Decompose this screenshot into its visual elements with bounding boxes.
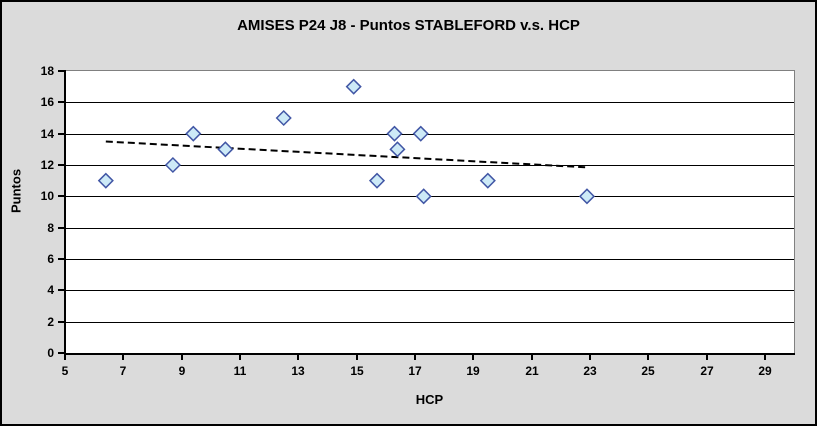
data-point [415, 188, 432, 205]
y-tick-label: 8 [47, 221, 54, 235]
y-tick [58, 195, 65, 197]
data-point [185, 125, 202, 142]
x-tick [589, 353, 591, 360]
x-tick-label: 25 [641, 364, 655, 378]
y-tick-label: 12 [41, 158, 55, 172]
data-point [578, 188, 596, 205]
x-tick [472, 353, 474, 360]
x-tick [706, 353, 708, 360]
x-tick-label: 23 [583, 364, 597, 378]
plot-area [65, 71, 794, 353]
y-tick-label: 0 [47, 346, 54, 360]
x-tick-label: 5 [62, 364, 69, 378]
y-tick [58, 164, 65, 166]
data-point [345, 78, 362, 95]
x-tick [239, 353, 241, 360]
data-point [389, 141, 406, 158]
x-tick [297, 353, 299, 360]
x-tick [181, 353, 183, 360]
x-tick-label: 11 [234, 364, 247, 378]
x-tick [647, 353, 649, 360]
y-tick-label: 18 [41, 64, 55, 78]
x-tick [122, 353, 124, 360]
data-point [217, 141, 234, 158]
x-tick-label: 15 [350, 364, 364, 378]
data-point [386, 125, 403, 142]
y-axis-title-text: Puntos [8, 168, 24, 213]
y-tick-label: 6 [47, 252, 54, 266]
x-tick-label: 29 [758, 364, 772, 378]
y-tick [58, 289, 65, 291]
x-tick-label: 21 [525, 364, 539, 378]
y-tick [58, 101, 65, 103]
data-point [479, 172, 496, 189]
y-tick-label: 14 [41, 127, 55, 141]
y-tick [58, 321, 65, 323]
y-tick-label: 4 [47, 283, 54, 297]
x-tick-label: 27 [700, 364, 714, 378]
trendline [105, 140, 588, 169]
plot-border-right [794, 70, 795, 353]
x-tick [414, 353, 416, 360]
x-tick [64, 353, 66, 360]
data-point [412, 125, 429, 142]
y-tick [58, 227, 65, 229]
x-tick-label: 9 [179, 364, 186, 378]
x-tick [356, 353, 358, 360]
plot-border-top [65, 70, 795, 71]
chart-title: AMISES P24 J8 - Puntos STABLEFORD v.s. H… [237, 17, 580, 34]
x-tick-label: 19 [466, 364, 480, 378]
y-tick-label: 16 [41, 95, 55, 109]
y-axis-line [64, 70, 66, 355]
y-tick-label: 2 [47, 315, 54, 329]
x-tick [531, 353, 533, 360]
y-tick [58, 70, 65, 72]
y-tick [58, 352, 65, 354]
data-point [97, 172, 114, 189]
data-point [368, 172, 386, 189]
x-axis-title: HCP [415, 392, 444, 407]
y-tick [58, 258, 65, 260]
x-axis-line [64, 353, 795, 355]
y-tick [58, 133, 65, 135]
data-point [164, 156, 181, 174]
x-tick [764, 353, 766, 360]
y-tick-label: 10 [41, 189, 55, 203]
x-tick-label: 7 [120, 364, 127, 378]
x-tick-label: 17 [408, 364, 422, 378]
x-tick-label: 13 [291, 364, 305, 378]
data-point [275, 109, 292, 127]
